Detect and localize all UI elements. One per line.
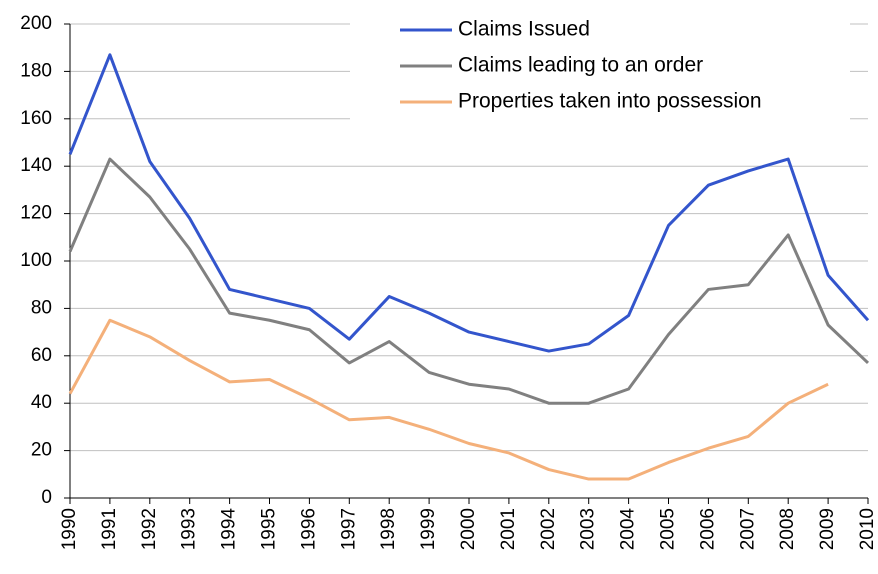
y-tick-label: 0 (41, 487, 52, 508)
x-tick-label: 1998 (378, 508, 399, 550)
x-tick-label: 2006 (697, 508, 718, 550)
x-tick-label: 2008 (777, 508, 798, 550)
data-line (68, 157, 870, 405)
x-tick-label: 1990 (59, 508, 80, 550)
x-tick-label: 2002 (538, 508, 559, 550)
data-line (68, 318, 829, 481)
x-tick-label: 2010 (857, 508, 878, 550)
x-tick-label: 1994 (219, 508, 240, 551)
x-tick-label: 1999 (418, 508, 439, 550)
x-tick-label: 2009 (817, 508, 838, 550)
y-tick-label: 180 (20, 60, 52, 81)
x-tick-label: 1995 (259, 508, 280, 550)
legend-label: Claims leading to an order (458, 54, 703, 77)
x-tick-label: 2007 (737, 508, 758, 550)
legend-label: Properties taken into possession (458, 90, 762, 113)
data-line (68, 53, 870, 353)
legend-label: Claims Issued (458, 18, 590, 41)
x-tick-label: 2005 (658, 508, 679, 550)
y-tick-label: 200 (20, 13, 52, 34)
y-tick-label: 80 (31, 297, 52, 318)
y-tick-label: 40 (31, 392, 52, 413)
y-tick-label: 140 (20, 155, 52, 176)
x-tick-label: 1991 (99, 508, 120, 550)
x-tick-label: 2001 (498, 508, 519, 550)
x-tick-label: 1996 (298, 508, 319, 550)
y-tick-label: 60 (31, 345, 52, 366)
y-tick-label: 20 (31, 440, 52, 461)
x-tick-label: 1997 (338, 508, 359, 550)
x-tick-label: 2003 (578, 508, 599, 550)
x-tick-label: 1993 (179, 508, 200, 550)
y-tick-label: 160 (20, 108, 52, 129)
x-tick-label: 1992 (139, 508, 160, 550)
y-tick-label: 100 (20, 250, 52, 271)
y-tick-label: 120 (20, 203, 52, 224)
x-tick-label: 2004 (618, 508, 639, 551)
x-tick-label: 2000 (458, 508, 479, 550)
